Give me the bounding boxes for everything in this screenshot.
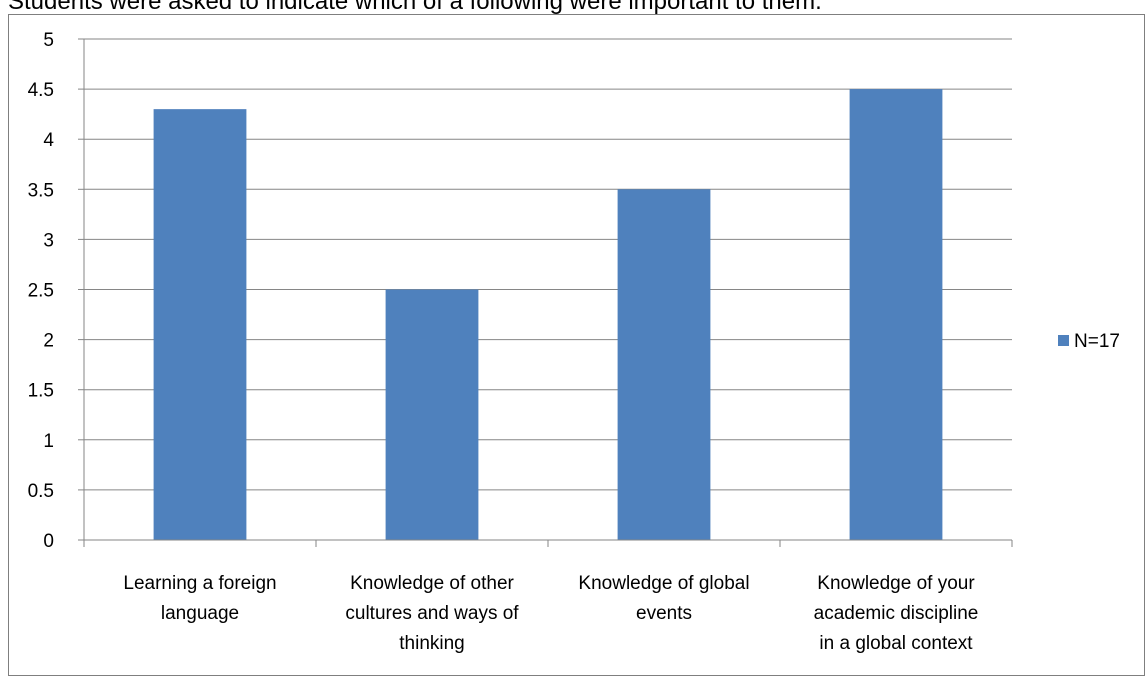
y-tick-label: 1.5 [28,381,54,402]
y-tick-label: 4 [43,130,54,151]
x-category-label: Learning a foreign language [123,573,276,624]
y-tick-label: 3 [43,230,54,251]
x-category-label: Knowledge of your academic discipline in a… [814,573,979,654]
y-tick-label: 3.5 [28,180,54,201]
y-tick-label: 2 [43,331,54,352]
bar [617,189,711,541]
y-tick-label: 4.5 [28,80,54,101]
bar [849,89,943,540]
y-tick-labels: 0 0.5 1 1.5 2 2.5 3 3.5 4 4.5 5 [28,30,55,552]
x-category-label: Knowledge of other cultures and ways of th… [345,573,519,654]
bar [153,109,247,540]
chart-frame [8,14,1145,676]
y-tick-label: 2.5 [28,281,54,302]
y-tick-label: 0 [43,531,54,552]
page-heading: Students were asked to indicate which of… [8,0,822,14]
axes [78,38,1013,547]
legend-label: N=17 [1074,331,1120,352]
y-tick-label: 5 [43,30,54,51]
legend: N=17 [1058,331,1120,352]
bars [153,89,943,541]
y-tick-label: 1 [43,431,54,452]
legend-swatch [1058,335,1069,346]
y-tick-label: 0.5 [28,481,54,502]
bar [385,289,479,540]
x-category-label: Knowledge of global events [578,573,749,624]
x-category-labels: Learning a foreign language Knowledge of o… [123,573,978,654]
